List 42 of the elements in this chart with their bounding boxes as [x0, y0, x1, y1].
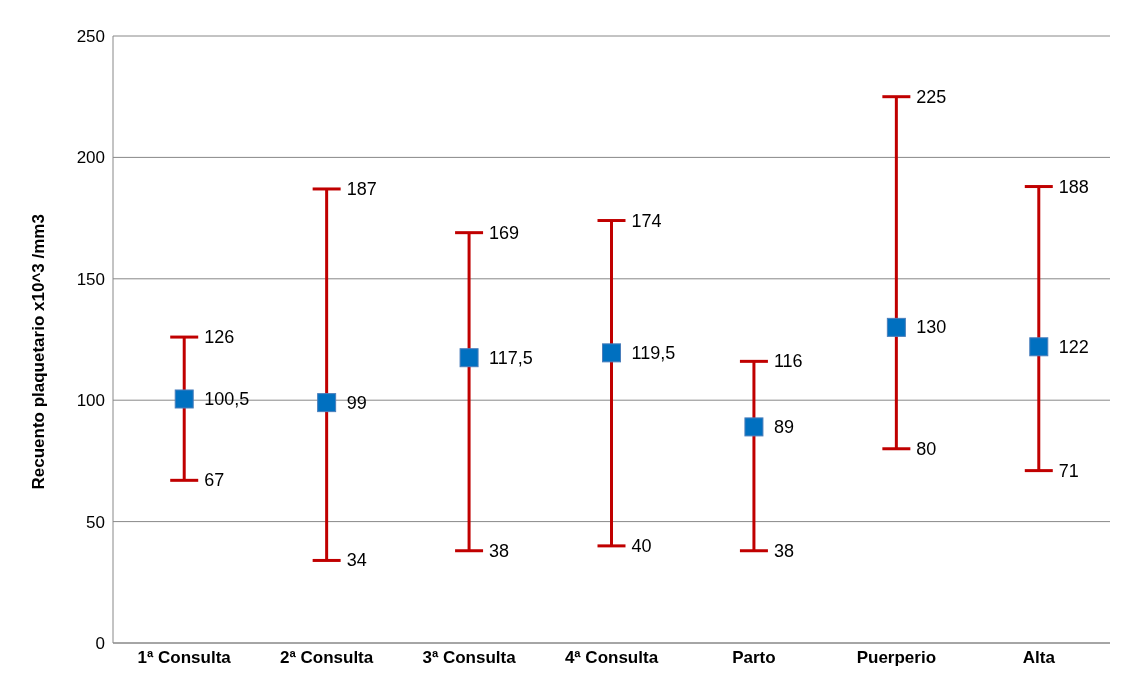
annotation: 169: [489, 222, 520, 243]
x-tick-label: Alta: [1022, 648, 1056, 668]
point: [886, 317, 906, 337]
annotation: 80: [916, 438, 937, 459]
y-tick-label: 0: [95, 634, 105, 654]
data-label: 99: [346, 392, 367, 413]
point: [459, 348, 479, 368]
y-tick-label: 250: [76, 27, 105, 47]
annotation: 188: [1058, 176, 1089, 197]
data-label: 89: [773, 416, 794, 437]
x-tick-label: 1ª Consulta: [137, 648, 232, 668]
data-label: 117,5: [489, 347, 533, 368]
point: [602, 343, 621, 363]
x-tick-label: 4ª Consulta: [564, 648, 659, 668]
annotation: 126: [204, 327, 235, 348]
data-label: 119,5: [631, 342, 676, 363]
y-tick-label: 150: [76, 269, 105, 289]
point: [1029, 337, 1049, 357]
annotation: 38: [773, 540, 794, 561]
x-tick-label: 3ª Consulta: [422, 648, 517, 668]
x-tick-label: Parto: [732, 648, 776, 668]
y-axis-title: Recuento plaquetario x10^3 /mm3: [29, 214, 49, 490]
annotation: 71: [1058, 460, 1079, 481]
y-tick-label: 50: [86, 512, 105, 532]
data-label: 100,5: [204, 388, 250, 409]
point: [317, 393, 337, 413]
annotation: 38: [489, 540, 510, 561]
point: [174, 389, 194, 409]
annotation: 187: [346, 178, 377, 199]
x-tick-label: 2ª Consulta: [280, 648, 374, 668]
annotation: 225: [916, 86, 947, 107]
point: [744, 417, 764, 437]
x-tick-label: Puerperio: [856, 648, 937, 668]
annotation: 40: [631, 535, 652, 556]
annotation: 174: [631, 210, 662, 231]
data-label: 122: [1058, 336, 1089, 357]
y-tick-label: 200: [76, 148, 105, 168]
y-tick-label: 100: [76, 391, 105, 411]
data-label: 130: [916, 317, 947, 338]
annotation: 34: [346, 550, 367, 571]
annotation: 116: [773, 351, 803, 372]
annotation: 67: [204, 470, 225, 491]
